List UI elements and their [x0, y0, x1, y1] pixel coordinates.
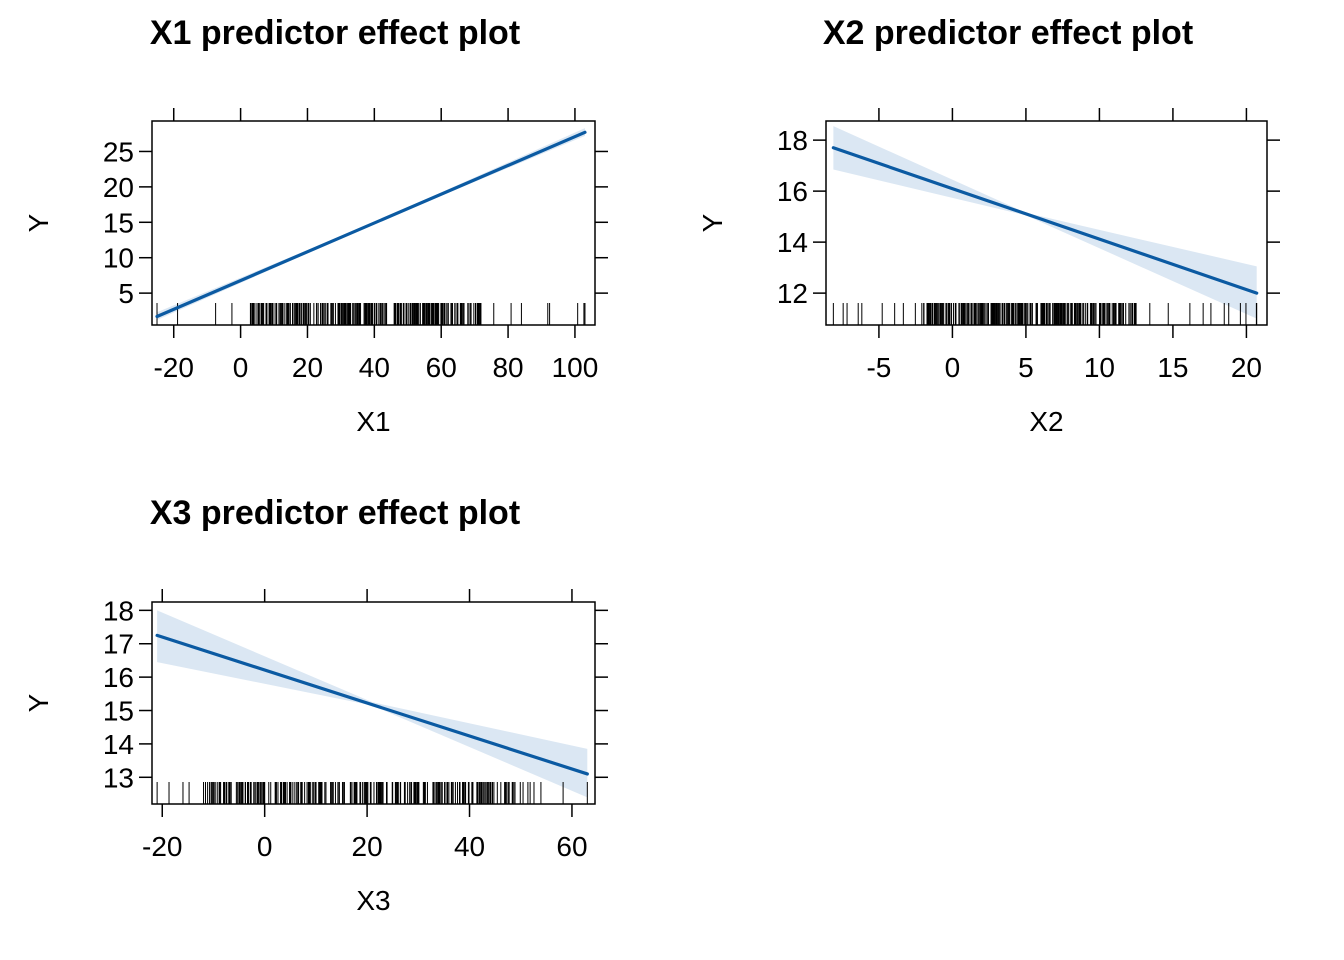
x-tick-label: 0	[257, 831, 273, 862]
x-tick-label: 0	[233, 352, 249, 383]
rug-marks	[832, 303, 1258, 325]
panel-title: X2 predictor effect plot	[823, 14, 1193, 52]
rug-marks	[156, 782, 588, 804]
y-tick-label: 18	[777, 125, 808, 156]
y-axis-label: Y	[23, 693, 54, 712]
panel-frame	[151, 601, 596, 805]
y-tick-label: 15	[103, 207, 134, 238]
x-tick-label: -5	[866, 352, 891, 383]
y-axis-label: Y	[23, 213, 54, 232]
y-tick-label: 12	[777, 278, 808, 309]
x-axis-label: X3	[356, 885, 390, 916]
y-tick-label: 5	[118, 278, 134, 309]
x-tick-label: 80	[492, 352, 523, 383]
y-tick-label: 15	[103, 696, 134, 727]
x-axis-label: X2	[1029, 406, 1063, 437]
y-axis-label: Y	[697, 213, 728, 232]
y-tick-label: 10	[103, 243, 134, 274]
fit-line	[155, 130, 587, 319]
x-tick-label: 40	[454, 831, 485, 862]
x-tick-label: 20	[1231, 352, 1262, 383]
panel-x2: X2 predictor effect plot -5 0 5 10 15 20 12 14 16…	[697, 14, 1280, 437]
y-tick-label: 14	[103, 729, 134, 760]
y-tick-label: 16	[777, 176, 808, 207]
y-tick-label: 25	[103, 136, 134, 167]
x-tick-label: 15	[1157, 352, 1188, 383]
y-tick-label: 13	[103, 762, 134, 793]
panel-frame	[825, 120, 1268, 326]
x-tick-label: 10	[1084, 352, 1115, 383]
x-tick-label: 20	[292, 352, 323, 383]
panel-title: X3 predictor effect plot	[150, 494, 520, 532]
y-tick-label: 14	[777, 227, 808, 258]
x-tick-label: -20	[142, 831, 182, 862]
x-tick-label: 40	[359, 352, 390, 383]
y-tick-label: 16	[103, 662, 134, 693]
fit-line	[155, 633, 589, 776]
x-tick-label: 60	[556, 831, 587, 862]
confidence-band	[833, 126, 1257, 319]
panel-title: X1 predictor effect plot	[150, 14, 520, 52]
y-tick-label: 18	[103, 595, 134, 626]
y-tick-label: 17	[103, 629, 134, 660]
y-tick-label: 20	[103, 172, 134, 203]
x-axis-label: X1	[356, 406, 390, 437]
x-tick-label: 0	[945, 352, 961, 383]
fit-line	[831, 146, 1259, 295]
x-tick-label: -20	[153, 352, 193, 383]
x-tick-label: 60	[426, 352, 457, 383]
panel-x1: X1 predictor effect plot -20 0 20 40 60 80 100 5…	[23, 14, 608, 437]
panel-x3: X3 predictor effect plot -20 0 20 40 60 131415…	[23, 494, 608, 916]
x-tick-label: 100	[552, 352, 599, 383]
x-tick-label: 20	[352, 831, 383, 862]
x-tick-label: 5	[1018, 352, 1034, 383]
rug-marks	[156, 303, 586, 325]
